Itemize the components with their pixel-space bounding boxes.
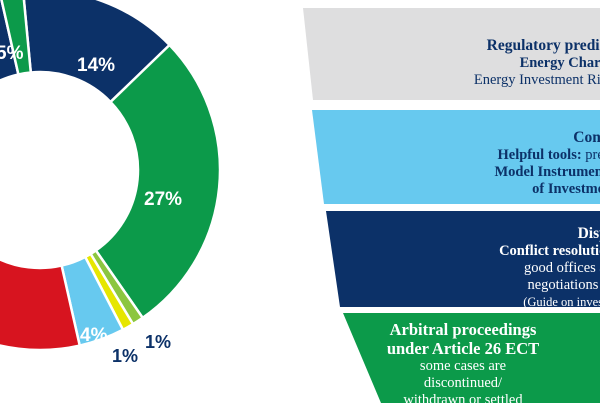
slice-label-27: 27% bbox=[144, 189, 183, 210]
tier-2-content: Conflicts Helpful tools: prevention meas… bbox=[312, 128, 600, 198]
tier-3-line-4: (Guide on investment mediation) bbox=[523, 295, 600, 307]
tier-2-line-3-bold: of Investment Disputes bbox=[532, 181, 600, 197]
tier-1-line-2: Energy Investment Risk Assessment (EIRA) bbox=[473, 72, 600, 88]
tier-2-line-1: Helpful tools: prevention measures, bbox=[312, 147, 600, 164]
donut-slice-7 bbox=[0, 0, 33, 76]
tier-4-content: Arbitral proceedings under Article 26 EC… bbox=[343, 320, 583, 403]
tier-2-line-3: of Investment Disputes bbox=[312, 181, 600, 198]
tier-4-title-line-2: under Article 26 ECT bbox=[386, 339, 540, 358]
slice-label-1b: 1% bbox=[112, 346, 139, 366]
slice-label-4: 4% bbox=[80, 325, 108, 346]
donut-svg bbox=[0, 0, 222, 352]
tier-1-content: Regulatory predictability and rules Ener… bbox=[303, 36, 600, 89]
donut-slice-5 bbox=[0, 258, 82, 352]
connector-line bbox=[585, 367, 600, 368]
tier-4-title-line-1: Arbitral proceedings bbox=[389, 320, 537, 339]
tier-1-line-1-bold: Energy Charter Treaty bbox=[519, 55, 600, 71]
tier-3-line-2: good offices and support for bbox=[523, 260, 600, 276]
tier-2-line-2-bold: Model Instrument on Management bbox=[494, 164, 600, 180]
tier-2-line-1-bold: Helpful tools: bbox=[497, 147, 582, 163]
tier-2-line-1-rest: prevention measures, bbox=[585, 147, 600, 163]
tier-1-line-1: Energy Charter Treaty and bbox=[303, 55, 600, 72]
tier-3-content: Disputes Conflict resolution center prov… bbox=[326, 224, 600, 307]
tier-4-line-2: discontinued/ bbox=[423, 375, 503, 391]
donut-slice-6 bbox=[0, 0, 20, 82]
tier-3-line-1-bold: Conflict resolution center provides bbox=[499, 243, 600, 259]
funnel-tier-conflicts: Conflicts Helpful tools: prevention meas… bbox=[312, 110, 600, 204]
slice-label-1a: 1% bbox=[145, 332, 172, 352]
tier-1-title: Regulatory predictability and rules bbox=[486, 37, 600, 54]
tier-3-line-1: Conflict resolution center provides bbox=[326, 243, 600, 260]
slice-label-14: 14% bbox=[77, 55, 116, 76]
tier-4-line-1: some cases are bbox=[419, 358, 507, 374]
donut-slice-1 bbox=[94, 43, 222, 320]
tier-2-line-2: Model Instrument on Management bbox=[312, 164, 600, 181]
funnel-tier-disputes: Disputes Conflict resolution center prov… bbox=[326, 211, 600, 307]
tier-3-line-3: negotiations and mediation bbox=[527, 277, 600, 293]
funnel-tier-arbitral: Arbitral proceedings under Article 26 EC… bbox=[343, 313, 600, 403]
tier-2-title: Conflicts bbox=[573, 129, 600, 146]
tier-3-title: Disputes bbox=[577, 225, 600, 242]
tier-4-line-3: withdrawn or settled bbox=[403, 392, 523, 403]
donut-chart: 14% 27% 1% 1% 4% 5% bbox=[0, 0, 260, 403]
slice-label-5: 5% bbox=[0, 43, 24, 64]
funnel-tier-regulatory: Regulatory predictability and rules Ener… bbox=[303, 8, 600, 100]
